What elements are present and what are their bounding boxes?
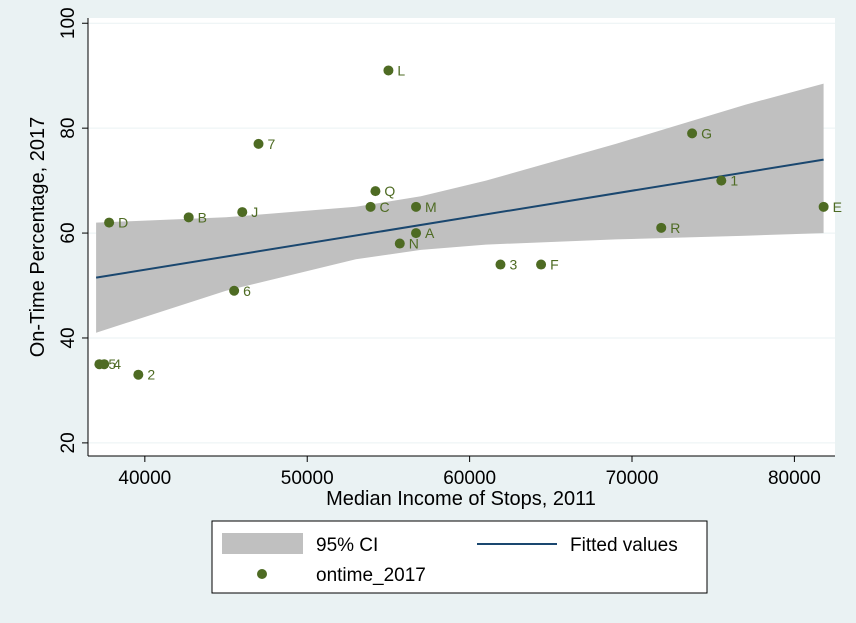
point-label-14: 3 [509, 257, 517, 273]
data-point-1 [687, 128, 698, 139]
data-point-11 [656, 222, 667, 233]
y-axis-title: On-Time Percentage, 2017 [27, 117, 49, 358]
x-axis-title: Median Income of Stops, 2011 [326, 488, 596, 510]
point-label-3: 1 [730, 173, 738, 189]
legend-ci-label: 95% CI [316, 535, 378, 556]
ci-band [96, 83, 824, 333]
y-tick-label-0: 20 [58, 432, 79, 453]
x-axis-ticks: 40000 50000 60000 70000 80000 [118, 456, 821, 489]
x-tick-label-1: 50000 [281, 468, 334, 489]
x-tick-label-4: 80000 [768, 468, 821, 489]
legend-points-marker [257, 569, 267, 579]
point-label-18: 4 [113, 356, 121, 372]
point-label-11: R [670, 220, 680, 236]
data-point-10 [104, 217, 115, 228]
point-label-4: Q [384, 183, 395, 199]
point-label-1: G [701, 125, 712, 141]
y-tick-label-2: 60 [58, 222, 79, 243]
data-point-19 [133, 369, 144, 380]
data-point-9 [183, 212, 194, 223]
data-point-13 [394, 238, 405, 249]
point-label-19: 2 [147, 367, 155, 383]
data-point-3 [716, 175, 727, 186]
legend-box [211, 520, 708, 594]
point-label-17: 5 [108, 356, 116, 372]
data-point-12 [411, 228, 422, 239]
data-point-7 [818, 201, 829, 212]
fitted-line [95, 158, 824, 279]
data-point-5 [365, 201, 376, 212]
point-label-0: L [397, 62, 405, 78]
x-tick-label-0: 40000 [118, 468, 171, 489]
point-label-16: 6 [243, 283, 251, 299]
point-label-5: C [380, 199, 390, 215]
x-tick-label-3: 70000 [606, 468, 659, 489]
data-point-6 [411, 201, 422, 212]
y-tick-label-4: 100 [58, 7, 79, 39]
point-label-13: N [409, 236, 419, 252]
data-point-8 [237, 207, 248, 218]
data-point-15 [536, 259, 547, 270]
point-label-8: J [251, 204, 258, 220]
legend-fit-label: Fitted values [570, 535, 678, 556]
point-label-6: M [425, 199, 437, 215]
point-label-9: B [198, 209, 207, 225]
data-point-0 [383, 65, 394, 76]
y-axis-ticks: 20 40 60 80 100 [58, 7, 88, 453]
data-point-14 [495, 259, 506, 270]
legend-points-label: ontime_2017 [316, 565, 426, 586]
data-points: L G 7 1 QC M E J B D R AN 3 F 6 54 2 [94, 62, 842, 383]
data-point-2 [253, 138, 264, 149]
x-tick-label-2: 60000 [443, 468, 496, 489]
y-tick-label-1: 40 [58, 327, 79, 348]
data-point-4 [370, 186, 381, 197]
data-point-18 [99, 359, 110, 370]
y-tick-label-3: 80 [58, 118, 79, 139]
legend-ci-swatch [222, 533, 303, 554]
point-label-2: 7 [268, 136, 276, 152]
data-point-16 [229, 285, 240, 296]
point-label-12: A [425, 225, 435, 241]
point-label-15: F [550, 257, 559, 273]
point-label-7: E [833, 199, 842, 215]
legend: 95% CI Fitted values ontime_2017 [211, 520, 708, 594]
point-label-10: D [118, 215, 128, 231]
